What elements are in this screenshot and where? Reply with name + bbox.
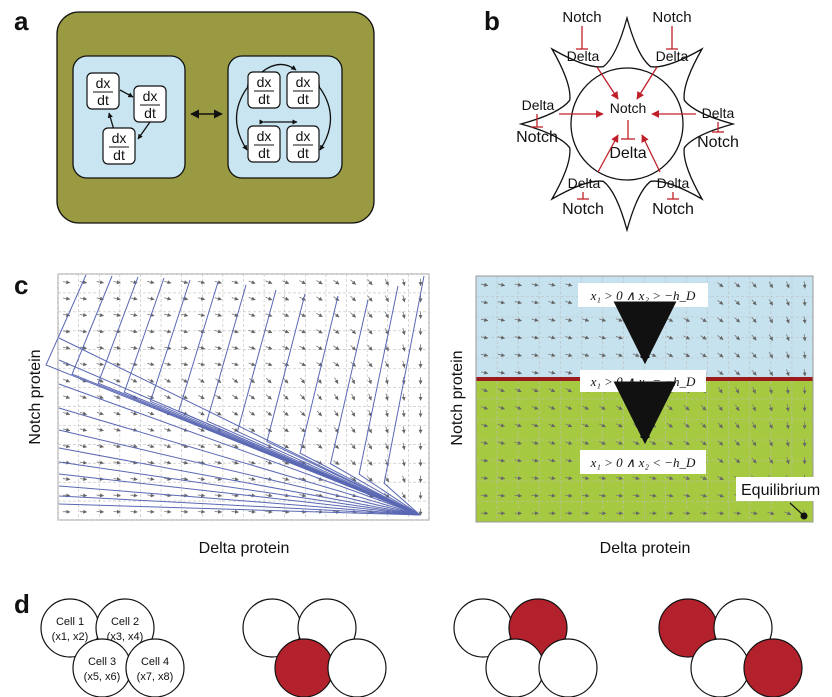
ode-numerator: dx [143,88,158,104]
panel-c-right: x₁ > 0 ∧ x₂ > −h_D x₁ > 0 ∧ x₂ = −h_D x₁… [449,276,832,557]
y-axis-label-left: Notch protein [27,349,44,444]
x-axis-label-right: Delta protein [600,540,691,557]
cell-name-label: Cell 4 [141,656,169,668]
ode-numerator: dx [257,128,272,144]
ode-node: dxdt [287,72,319,108]
cell [744,639,802,697]
cell-name-label: Cell 3 [88,656,116,668]
cell-configuration [659,599,802,697]
ode-denominator: dt [297,145,309,161]
cell [73,639,131,697]
ode-denominator: dt [97,92,109,108]
ode-denominator: dt [113,147,125,163]
neighbor-cell: Notch Delta [642,135,694,218]
neighbor-delta-label: Delta [567,48,600,64]
neighbor-notch-label: Notch [697,134,739,151]
neighbor-delta-label: Delta [702,105,735,121]
ode-denominator: dt [144,105,156,121]
neighbor-delta-label: Delta [657,175,690,191]
cell-vars-label: (x5, x6) [84,671,121,683]
neighbor-notch-label: Notch [652,9,691,26]
panel-c-left: Delta protein Notch protein [27,274,429,557]
cell [328,639,386,697]
cond-upper-label: x₁ > 0 ∧ x₂ > −h_D [590,288,696,303]
cell [275,639,333,697]
ode-numerator: dx [112,130,127,146]
ode-denominator: dt [297,91,309,107]
center-delta-label: Delta [609,145,646,162]
neighbor-cell-boundaries [521,18,733,230]
cell [539,639,597,697]
panel-b: Notch Delta Notch Delta Notch Delta Notch Del… [516,9,739,230]
central-cell [571,68,683,180]
panel-label-a: a [14,6,29,36]
neighbor-cell: Notch Delta [637,9,692,99]
neighbor-notch-label: Notch [652,201,694,218]
neighbor-notch-label: Notch [562,9,601,26]
equilibrium-point [801,513,808,520]
cell-configuration: Cell 1 (x1, x2) Cell 2 (x3, x4) Cell 3 (x5, x… [41,599,184,697]
y-axis-label-right: Notch protein [449,350,466,445]
panel-label-c: c [14,270,28,300]
equilibrium-label: Equilibrium [741,482,820,499]
cell-configuration [454,599,597,697]
x-axis-label-left: Delta protein [199,540,290,557]
cell [126,639,184,697]
neighbor-delta-label: Delta [656,48,689,64]
neighbor-delta-label: Delta [568,175,601,191]
ode-numerator: dx [296,128,311,144]
cell-vars-label: (x7, x8) [137,671,174,683]
cond-lower-label: x₁ > 0 ∧ x₂ < −h_D [590,455,696,470]
center-notch-label: Notch [610,100,647,116]
ode-numerator: dx [296,74,311,90]
neighbor-cell: Notch Delta [652,105,739,151]
right-module [228,56,342,178]
neighbor-notch-label: Notch [516,129,558,146]
cell-name-label: Cell 2 [111,616,139,628]
neighbor-delta-label: Delta [522,97,555,113]
cell [691,639,749,697]
ode-denominator: dt [258,145,270,161]
panel-label-d: d [14,589,30,619]
cell-vars-label: (x1, x2) [52,631,89,643]
ode-numerator: dx [257,74,272,90]
center-repression [621,120,635,139]
panel-label-b: b [484,6,500,36]
cond-middle-label: x₁ > 0 ∧ x₂ = −h_D [590,374,696,389]
cell [486,639,544,697]
ode-numerator: dx [96,75,111,91]
neighbor-cell: Notch Delta [562,9,618,99]
ode-denominator: dt [258,91,270,107]
panel-d: Cell 1 (x1, x2) Cell 2 (x3, x4) Cell 3 (x5, x… [41,599,802,697]
neighbor-notch-label: Notch [562,201,604,218]
cell-name-label: Cell 1 [56,616,84,628]
cell-configuration [243,599,386,697]
